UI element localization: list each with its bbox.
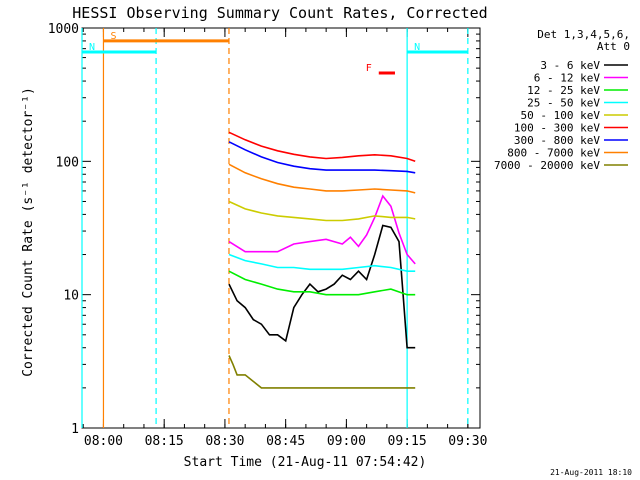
legend-label: 800 - 7000 keV: [507, 147, 600, 160]
flag-label: N: [414, 42, 420, 53]
chart-title: HESSI Observing Summary Count Rates, Cor…: [72, 4, 487, 22]
series-line: [228, 224, 416, 349]
y-axis-label: Corrected Count Rate (s⁻¹ detector⁻¹): [21, 87, 36, 377]
x-tick-label: 09:15: [388, 434, 427, 449]
legend-label: 6 - 12 keV: [534, 72, 601, 85]
series-line: [228, 200, 416, 222]
legend-label: 12 - 25 keV: [527, 84, 600, 97]
legend-label: 25 - 50 keV: [527, 97, 600, 110]
series-line: [228, 253, 416, 273]
x-axis-label: Start Time (21-Aug-11 07:54:42): [184, 455, 427, 470]
generation-timestamp: 21-Aug-2011 18:10: [550, 468, 632, 477]
x-tick-label: 09:00: [327, 434, 366, 449]
legend-header-detectors: Det 1,3,4,5,6,: [537, 28, 630, 41]
flag-label: N: [89, 42, 95, 53]
flag-label: S: [110, 31, 116, 42]
legend-label: 7000 - 20000 keV: [494, 159, 600, 172]
series-line: [228, 163, 416, 194]
x-tick-label: 08:15: [145, 434, 184, 449]
series-line: [228, 131, 416, 163]
y-tick-label: 1000: [48, 22, 79, 37]
x-tick-label: 09:30: [448, 434, 487, 449]
legend-label: 300 - 800 keV: [514, 134, 600, 147]
legend-label: 100 - 300 keV: [514, 122, 600, 135]
flag-label: F: [366, 63, 372, 74]
series-line: [228, 355, 416, 389]
legend-header-attenuator: Att 0: [597, 40, 630, 53]
y-tick-label: 10: [63, 289, 79, 304]
legend-label: 3 - 6 keV: [540, 59, 600, 72]
y-tick-label: 1: [71, 422, 79, 437]
x-tick-label: 08:30: [205, 434, 244, 449]
series-line: [228, 194, 416, 265]
series-line: [228, 141, 416, 174]
y-tick-label: 100: [56, 155, 79, 170]
legend-label: 50 - 100 keV: [521, 109, 601, 122]
x-tick-label: 08:00: [84, 434, 123, 449]
plot-frame: [81, 27, 481, 429]
x-tick-label: 08:45: [266, 434, 305, 449]
series-line: [228, 270, 416, 296]
